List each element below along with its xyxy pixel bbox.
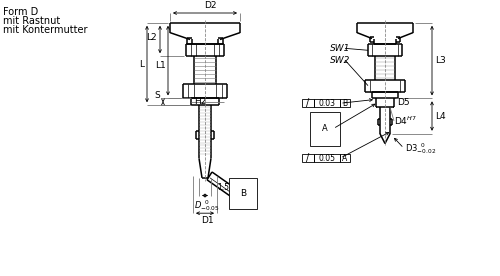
Text: /: / xyxy=(306,98,310,108)
Text: mit Rastnut: mit Rastnut xyxy=(3,16,60,26)
Text: L2: L2 xyxy=(146,33,157,42)
Text: $\sqrt{0.8}$: $\sqrt{0.8}$ xyxy=(233,180,252,190)
Text: SW2: SW2 xyxy=(330,55,350,65)
Bar xyxy=(314,154,340,162)
Text: 1,5°: 1,5° xyxy=(217,183,233,192)
Text: Form D: Form D xyxy=(3,7,38,17)
Text: L1: L1 xyxy=(155,61,166,70)
Text: A: A xyxy=(342,154,347,163)
Bar xyxy=(302,154,314,162)
Text: L: L xyxy=(139,60,144,68)
Text: S: S xyxy=(154,91,160,100)
Text: A: A xyxy=(322,124,328,133)
Bar xyxy=(340,154,350,162)
Bar xyxy=(314,99,340,107)
Text: D4$^{H7}$: D4$^{H7}$ xyxy=(394,115,417,127)
Text: D1: D1 xyxy=(200,216,213,225)
Text: L4: L4 xyxy=(435,112,446,121)
Bar xyxy=(340,99,350,107)
Text: L3: L3 xyxy=(435,56,446,65)
Text: 0.03: 0.03 xyxy=(318,99,336,108)
Text: H2: H2 xyxy=(194,97,206,106)
Text: mit Kontermutter: mit Kontermutter xyxy=(3,25,87,35)
Text: D2: D2 xyxy=(204,1,216,10)
Text: /: / xyxy=(306,153,310,163)
Text: 0.05: 0.05 xyxy=(318,154,336,163)
Text: $D_{-0.05}^{\ \ 0}$: $D_{-0.05}^{\ \ 0}$ xyxy=(194,198,220,213)
Text: B: B xyxy=(240,189,246,198)
Text: B: B xyxy=(342,99,347,108)
Text: SW1: SW1 xyxy=(330,44,350,53)
Text: D3$^{\ \ 0}_{-0.02}$: D3$^{\ \ 0}_{-0.02}$ xyxy=(405,141,436,156)
Text: D5: D5 xyxy=(397,98,409,107)
Bar xyxy=(302,99,314,107)
